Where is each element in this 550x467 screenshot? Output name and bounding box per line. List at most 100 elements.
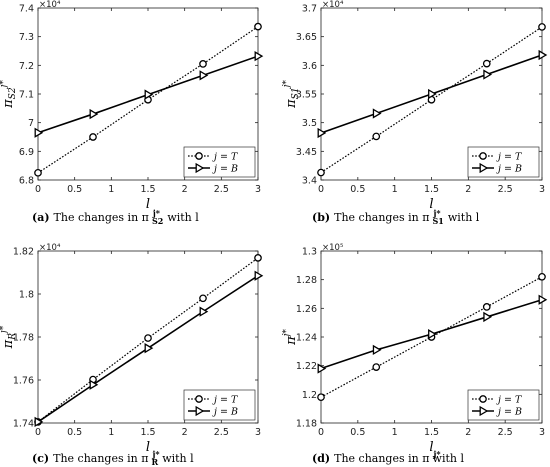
chart-panel-a: 0 0.5 1 1.5 2 2.5 3 6.8 6.9 7 7.1 7.2 7.3 7.4 ×10⁴ l πS2… <box>0 0 264 212</box>
legend-label: j = T <box>496 152 522 163</box>
data-point-j-b <box>89 108 99 120</box>
x-tick-label: 2 <box>465 184 471 195</box>
data-point-j-b <box>254 51 264 62</box>
panel-caption: (b) The changes in π j*S1 with l <box>312 208 483 226</box>
x-tick-label: 0.5 <box>67 184 82 195</box>
y-tick-label: 7.4 <box>19 4 34 15</box>
x-tick-label: 3 <box>255 184 261 195</box>
x-tick-label: 0.5 <box>350 184 365 195</box>
y-tick-label: 1.2 <box>302 390 317 401</box>
data-point-j-t <box>372 132 381 141</box>
y-axis-label-sup: j* <box>0 325 9 335</box>
y-tick-label: 3.55 <box>296 90 317 101</box>
data-point-j-t <box>199 60 207 68</box>
caption-tail: with l <box>432 451 464 465</box>
data-point-j-b <box>199 306 209 317</box>
x-tick-label: 0 <box>318 427 324 438</box>
data-point-j-b <box>317 363 327 374</box>
data-point-j-t <box>482 303 491 311</box>
x-tick-label: 0 <box>35 184 41 195</box>
y-tick-label: 1.3 <box>302 247 317 258</box>
data-point-j-b <box>254 270 264 281</box>
y-axis-label: πS1j* <box>282 80 301 109</box>
y-tick-label: 1.78 <box>13 333 34 344</box>
data-point-j-t <box>254 254 262 262</box>
y-tick-label: 3.6 <box>302 61 317 72</box>
x-tick-label: 3 <box>539 427 545 438</box>
x-tick-label: 2.5 <box>214 184 229 195</box>
data-point-j-b <box>372 344 382 356</box>
y-tick-label: 1.8 <box>19 290 34 301</box>
x-tick-label: 1 <box>108 427 114 438</box>
x-tick-label: 3 <box>255 427 261 438</box>
x-tick-label: 2 <box>465 427 471 438</box>
y-tick-label: 1.74 <box>13 419 34 430</box>
caption-sub: S2 <box>151 215 164 226</box>
data-point-j-b <box>34 416 44 428</box>
y-axis-label-sub: R <box>8 333 18 341</box>
data-point-j-b <box>538 294 548 305</box>
data-point-j-b <box>538 49 548 61</box>
panel-caption: (a) The changes in π j*S2 with l <box>32 208 203 226</box>
chart-panel-b: 0 0.5 1 1.5 2 2.5 3 3.4 3.45 3.5 3.55 3.6 3.65 3.7 ×10… <box>282 0 548 212</box>
y-axis-label-sup: j* <box>0 80 9 90</box>
legend-label: j = T <box>496 395 522 406</box>
data-point-j-t <box>199 294 207 303</box>
caption-tail: with l <box>167 210 199 224</box>
caption-sup: j* <box>152 449 160 459</box>
y-tick-label: 3.5 <box>302 118 317 129</box>
y-tick-label: 3.4 <box>302 176 317 187</box>
data-point-j-b <box>428 88 437 100</box>
legend-label: j = B <box>496 164 522 175</box>
axis-exponent-label: ×10⁴ <box>39 243 61 253</box>
y-axis-label-symbol: π <box>1 99 16 109</box>
legend-label: j = T <box>212 152 238 163</box>
x-axis-label: l <box>429 440 433 455</box>
x-tick-label: 0.5 <box>67 427 82 438</box>
x-tick-label: 1.5 <box>140 184 155 195</box>
axis-exponent-label: ×10⁵ <box>322 243 343 253</box>
panel-caption: (c) The changes in π j*R with l <box>32 449 198 467</box>
y-axis-label-symbol: π <box>284 336 299 346</box>
y-axis-label-symbol: π <box>284 99 299 109</box>
y-tick-label: 1.28 <box>296 275 317 286</box>
x-tick-label: 2.5 <box>498 184 513 195</box>
caption-tag: (d) <box>312 451 331 465</box>
caption-text: The changes in π <box>53 451 149 465</box>
caption-tag: (c) <box>32 451 50 465</box>
x-axis-label: l <box>146 440 150 455</box>
caption-sup: j* <box>433 208 441 218</box>
y-axis-label-sup: j* <box>282 329 292 339</box>
y-axis-label: πj* <box>282 329 299 346</box>
legend-marker-triangle <box>195 162 205 174</box>
x-tick-label: 2.5 <box>498 427 513 438</box>
data-point-j-b <box>89 379 99 390</box>
caption-sub: R <box>151 456 159 467</box>
data-point-j-t <box>317 168 325 177</box>
y-tick-label: 1.22 <box>296 361 317 372</box>
x-tick-label: 0 <box>35 427 41 438</box>
x-tick-label: 1 <box>392 427 398 438</box>
x-axis-label: l <box>146 197 150 212</box>
caption-text: The changes in π <box>334 451 430 465</box>
legend-marker-circle <box>195 395 203 403</box>
caption-sup: j* <box>433 449 441 459</box>
panel-caption: (d) The changes in π j*with l <box>312 449 468 465</box>
y-tick-label: 7 <box>28 118 34 129</box>
caption-text: The changes in π <box>334 210 430 224</box>
x-tick-label: 1.5 <box>424 427 439 438</box>
legend: j = Tj = B <box>183 146 256 178</box>
x-tick-label: 0 <box>318 184 324 195</box>
axis-exponent-label: ×10⁴ <box>39 0 61 10</box>
caption-tag: (a) <box>32 210 50 224</box>
caption-sub: S1 <box>432 215 444 226</box>
y-axis-label: πRj* <box>0 325 18 349</box>
data-point-j-b <box>144 343 154 354</box>
caption-tail: with l <box>162 451 194 465</box>
legend-marker-circle <box>479 395 487 403</box>
legend-label: j = B <box>212 164 238 175</box>
y-tick-label: 3.45 <box>296 147 317 158</box>
data-point-j-t <box>254 22 262 31</box>
y-axis-label-sub: S2 <box>8 87 18 99</box>
